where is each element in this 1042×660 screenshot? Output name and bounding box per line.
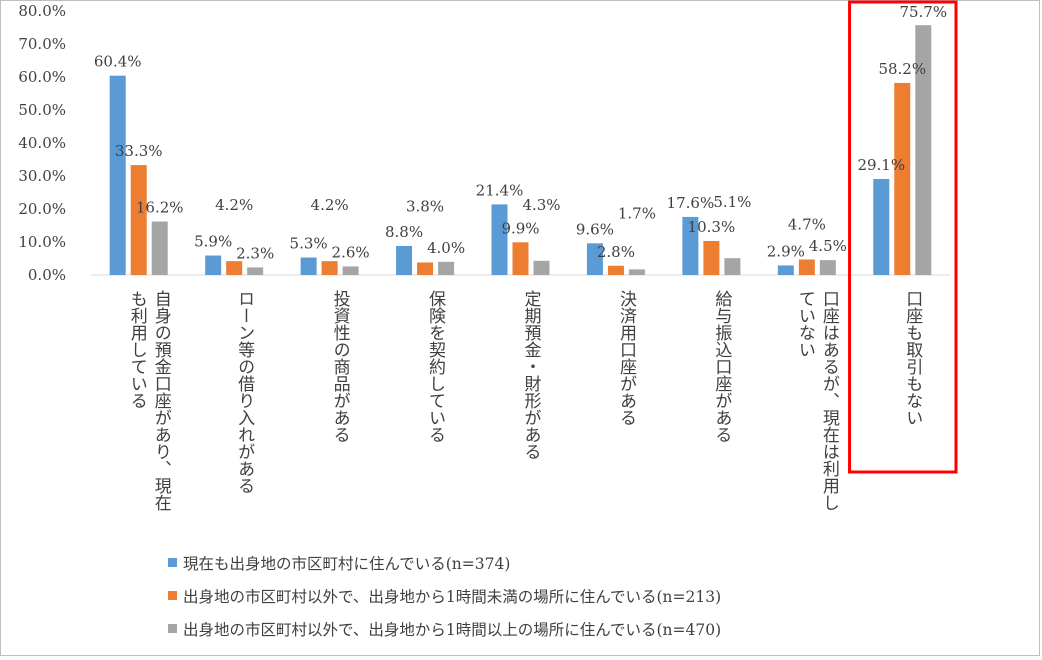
bar — [628, 269, 645, 275]
x-tick-label: 給与振込口座がある — [711, 290, 732, 443]
y-tick-label: 30.0% — [18, 167, 66, 185]
legend-item-series-3: 出身地の市区町村以外で、出身地から1時間以上の場所に住んでいる(n=470) — [168, 612, 721, 645]
data-label: 10.3% — [688, 218, 736, 236]
y-tick-label: 10.0% — [18, 233, 66, 251]
x-tick-label: 自身の預金口座があり、現在 — [151, 290, 172, 511]
highlight-box — [848, 0, 958, 474]
bar — [417, 262, 434, 275]
data-label: 9.9% — [501, 219, 539, 237]
data-label: 4.2% — [311, 196, 349, 214]
data-label: 2.8% — [597, 243, 635, 261]
data-label: 4.2% — [215, 196, 253, 214]
x-tick-label: 口座はあるが、現在は利用し — [819, 290, 840, 511]
y-tick-label: 40.0% — [18, 134, 66, 152]
bar — [915, 25, 932, 275]
bar — [607, 265, 624, 275]
data-label: 58.2% — [878, 60, 926, 78]
data-label: 4.5% — [809, 237, 847, 255]
x-tick-label: 投資性の商品がある — [330, 290, 351, 443]
y-tick-label: 70.0% — [18, 35, 66, 53]
bar — [682, 216, 699, 275]
bar — [247, 267, 264, 275]
x-tick-label: 口座も取引もない — [902, 290, 923, 426]
data-label: 5.3% — [290, 235, 328, 253]
data-label: 5.1% — [713, 193, 751, 211]
x-tick-label: ていない — [795, 290, 815, 358]
data-label: 33.3% — [115, 142, 163, 160]
legend-item-series-1: 現在も出身地の市区町村に住んでいる(n=374) — [168, 546, 721, 579]
legend-label-series-3: 出身地の市区町村以外で、出身地から1時間以上の場所に住んでいる(n=470) — [183, 620, 722, 639]
bar — [894, 82, 911, 275]
data-label: 2.9% — [767, 242, 805, 260]
data-label: 4.0% — [427, 239, 465, 257]
data-label: 3.8% — [406, 197, 444, 215]
y-tick-label: 50.0% — [18, 101, 66, 119]
bar — [342, 266, 359, 275]
y-tick-label: 80.0% — [18, 2, 66, 20]
x-tick-label: 保険を契約している — [425, 290, 446, 443]
bar — [533, 260, 550, 275]
data-label: 16.2% — [136, 199, 184, 217]
bar — [151, 221, 168, 275]
data-label: 9.6% — [576, 220, 614, 238]
y-tick-label: 60.0% — [18, 68, 66, 86]
bar — [226, 261, 243, 275]
legend-swatch-series-2 — [168, 591, 177, 600]
bar — [724, 258, 741, 275]
bar — [586, 243, 603, 275]
bar — [321, 261, 338, 275]
data-label: 1.7% — [618, 204, 656, 222]
data-label: 29.1% — [857, 156, 905, 174]
data-label: 2.6% — [332, 243, 370, 261]
x-tick-label: も利用している — [127, 290, 148, 409]
data-label: 2.3% — [236, 244, 274, 262]
x-tick-label: 定期預金・財形がある — [521, 290, 542, 460]
bar — [491, 204, 508, 275]
bar — [798, 259, 815, 275]
data-label: 8.8% — [385, 223, 423, 241]
x-tick-label: 決済用口座がある — [616, 290, 637, 426]
bar — [512, 242, 529, 275]
bar — [873, 178, 890, 275]
legend-item-series-2: 出身地の市区町村以外で、出身地から1時間未満の場所に住んでいる(n=213) — [168, 579, 721, 612]
data-label: 5.9% — [194, 233, 232, 251]
x-tick-label: ローン等の借り入れがある — [234, 290, 255, 494]
data-label: 17.6% — [667, 194, 715, 212]
bar — [396, 245, 413, 275]
bar — [130, 165, 147, 275]
bar — [703, 241, 720, 275]
bar — [109, 75, 126, 276]
legend-label-series-2: 出身地の市区町村以外で、出身地から1時間未満の場所に住んでいる(n=213) — [183, 587, 722, 606]
data-label: 21.4% — [476, 181, 524, 199]
bar — [300, 257, 317, 275]
bar — [205, 255, 222, 275]
legend-swatch-series-1 — [168, 558, 177, 567]
y-tick-label: 0.0% — [28, 266, 66, 284]
legend-swatch-series-3 — [168, 624, 177, 633]
legend-label-series-1: 現在も出身地の市区町村に住んでいる(n=374) — [183, 554, 511, 573]
bar — [438, 261, 455, 275]
bar — [777, 265, 794, 275]
data-label: 60.4% — [94, 53, 142, 71]
bar — [819, 260, 836, 275]
legend: 現在も出身地の市区町村に住んでいる(n=374) 出身地の市区町村以外で、出身地… — [168, 546, 721, 645]
data-label: 4.7% — [788, 215, 826, 233]
y-tick-label: 20.0% — [18, 200, 66, 218]
data-label: 75.7% — [899, 3, 947, 21]
data-label: 4.3% — [522, 196, 560, 214]
